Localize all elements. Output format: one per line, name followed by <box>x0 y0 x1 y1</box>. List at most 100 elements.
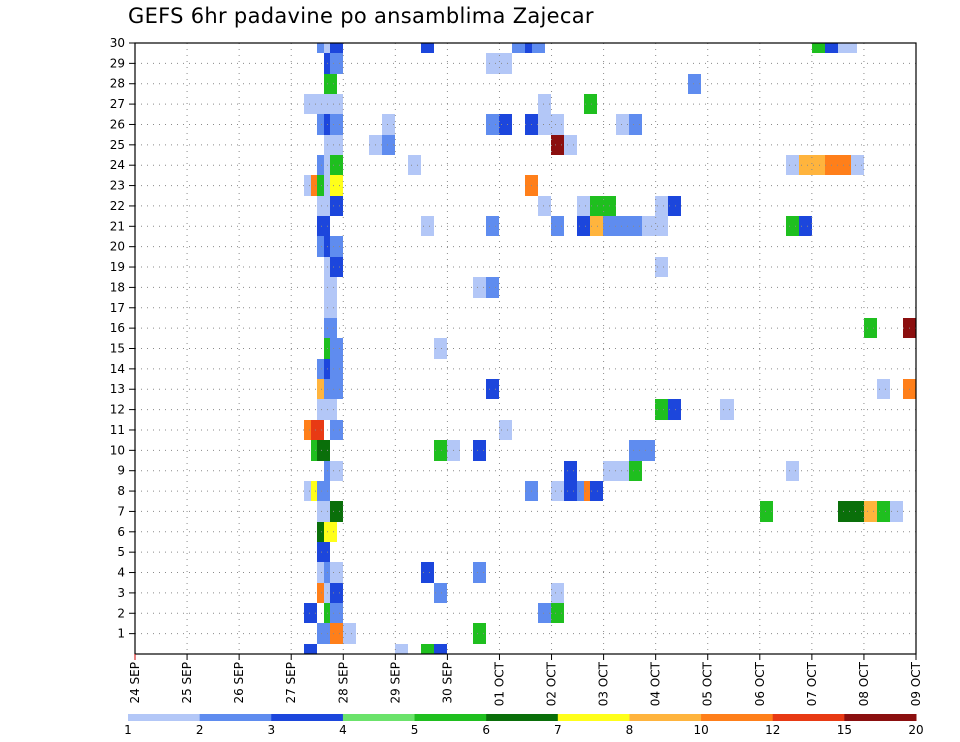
heatmap-cell <box>434 338 447 359</box>
heatmap-cell <box>629 216 642 236</box>
heatmap-cell <box>786 155 799 175</box>
heatmap-cell <box>655 257 668 277</box>
heatmap-cell <box>473 440 486 461</box>
legend-swatch <box>271 714 344 721</box>
heatmap-cell <box>812 43 825 53</box>
x-tick-label: 29 SEP <box>388 662 402 704</box>
heatmap-cell <box>838 501 851 522</box>
y-tick-label: 23 <box>110 179 125 193</box>
x-tick-label: 08 OCT <box>857 661 871 706</box>
heatmap-cell <box>551 216 564 236</box>
heatmap-cell <box>486 114 499 135</box>
heatmap-cell <box>532 43 545 53</box>
heatmap-cell <box>330 175 343 196</box>
heatmap-cell <box>538 114 551 135</box>
heatmap-cell <box>317 623 330 644</box>
x-tick-label: 06 OCT <box>753 661 767 706</box>
heatmap-cell <box>304 644 317 654</box>
heatmap-cell <box>864 501 877 522</box>
heatmap-cell <box>786 216 799 236</box>
color-legend: 1 2 3 4 5 6 7 8 10 12 15 20 <box>124 714 924 737</box>
legend-swatch <box>772 714 845 721</box>
heatmap-cell <box>330 583 343 603</box>
heatmap-cell <box>499 53 512 74</box>
legend-label: 8 <box>626 723 634 737</box>
heatmap-cell <box>330 501 343 522</box>
heatmap-cell <box>330 359 343 379</box>
heatmap-cell <box>434 644 447 654</box>
legend-swatch <box>414 714 487 721</box>
heatmap-cell <box>330 603 343 623</box>
heatmap-cell <box>844 43 857 53</box>
heatmap-cell <box>330 196 343 216</box>
y-tick-label: 4 <box>117 566 125 580</box>
y-tick-label: 11 <box>110 423 125 437</box>
x-tick-label: 05 OCT <box>701 661 715 706</box>
heatmap-cell <box>877 379 890 399</box>
heatmap-cell <box>317 440 330 461</box>
heatmap-cell <box>760 501 773 522</box>
y-tick-label: 28 <box>110 77 125 91</box>
heatmap-cell <box>786 461 799 481</box>
heatmap-cell <box>317 216 330 236</box>
x-tick-label: 07 OCT <box>805 661 819 706</box>
heatmap-cell <box>421 216 434 236</box>
heatmap-cell <box>473 623 486 644</box>
heatmap-cell <box>825 43 838 53</box>
y-tick-label: 12 <box>110 403 125 417</box>
y-tick-label: 14 <box>110 362 125 376</box>
heatmap-cell <box>590 481 603 501</box>
legend-label: 7 <box>554 723 562 737</box>
heatmap-cell <box>564 481 577 501</box>
heatmap-cell <box>499 420 512 440</box>
heatmap-cell <box>577 196 590 216</box>
heatmap-cell <box>330 94 343 114</box>
heatmap-cell <box>434 440 447 461</box>
y-tick-label: 19 <box>110 260 125 274</box>
y-tick-label: 9 <box>117 464 125 478</box>
heatmap-cell <box>551 114 564 135</box>
heatmap-cell <box>564 461 577 481</box>
heatmap-cells <box>304 43 916 654</box>
heatmap-cell <box>330 623 343 644</box>
heatmap-cell <box>629 461 642 481</box>
y-tick-label: 26 <box>110 117 125 131</box>
heatmap-cell <box>838 155 851 175</box>
heatmap-cell <box>799 155 812 175</box>
legend-label: 3 <box>267 723 275 737</box>
y-tick-label: 3 <box>117 586 125 600</box>
x-tick-label: 26 SEP <box>232 662 246 704</box>
heatmap-cell <box>330 562 343 583</box>
heatmap-cell <box>330 236 343 257</box>
heatmap-cell <box>324 522 337 542</box>
heatmap-cell <box>317 542 330 562</box>
heatmap-cell <box>577 216 590 236</box>
heatmap-cell <box>324 298 337 318</box>
heatmap-cell <box>499 114 512 135</box>
heatmap-cell <box>720 399 734 420</box>
heatmap-cell <box>408 155 421 175</box>
legend-label: 4 <box>339 723 347 737</box>
heatmap-cell <box>668 399 681 420</box>
legend-swatch <box>342 714 416 721</box>
heatmap-cell <box>525 43 538 53</box>
heatmap-cell <box>330 338 343 359</box>
heatmap-cell <box>317 196 330 216</box>
heatmap-cell <box>851 501 864 522</box>
heatmap-cell <box>324 74 337 94</box>
heatmap-cell <box>584 94 597 114</box>
legend-label: 6 <box>482 723 490 737</box>
x-tick-label: 01 OCT <box>492 661 506 706</box>
heatmap-cell <box>317 94 330 114</box>
heatmap-cell <box>330 379 343 399</box>
heatmap-cell <box>324 318 337 338</box>
legend-label: 2 <box>196 723 204 737</box>
legend-label: 15 <box>837 723 852 737</box>
y-tick-label: 8 <box>117 484 125 498</box>
heatmap-cell <box>330 155 343 175</box>
heatmap-cell <box>890 501 903 522</box>
heatmap-cell <box>317 481 330 501</box>
heatmap-cell <box>324 399 337 420</box>
heatmap-cell <box>629 114 642 135</box>
